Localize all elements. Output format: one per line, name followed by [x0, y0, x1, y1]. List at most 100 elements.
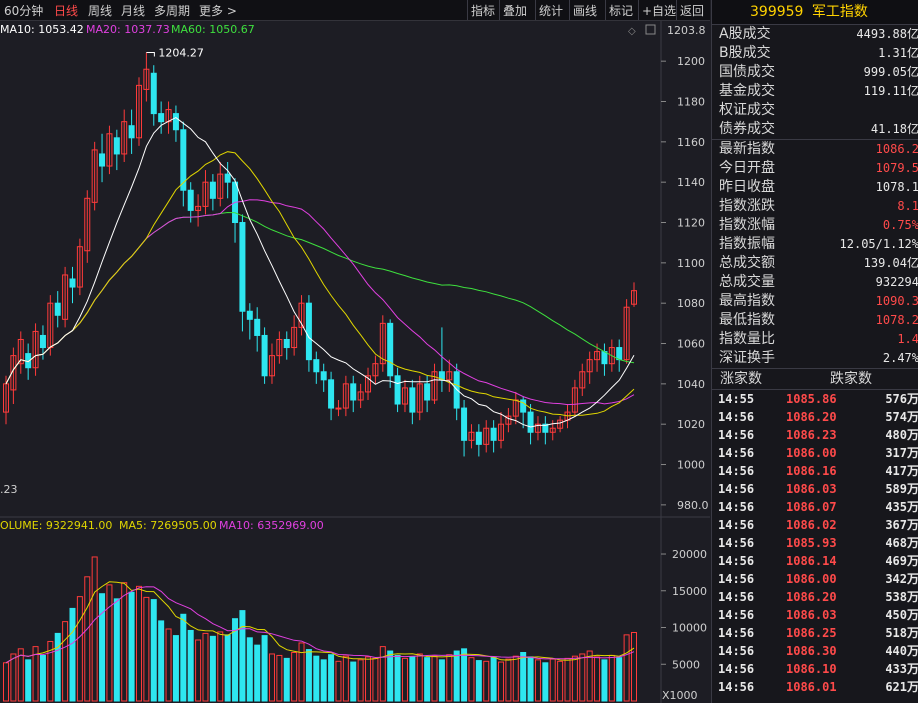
candle-body — [401, 387, 408, 405]
volume-bar — [438, 659, 445, 702]
row-value: 932294 — [875, 275, 918, 289]
toolbar-separator — [535, 0, 536, 20]
candle-body — [106, 133, 113, 167]
period-tab-3[interactable]: 月线 — [121, 4, 146, 18]
tick-price: 1086.23 — [786, 428, 837, 442]
tick-row[interactable]: 14:56 1086.20 538万 — [712, 588, 918, 606]
tool-button-6[interactable]: 返回 — [680, 4, 705, 18]
tick-volume: 342万 — [885, 572, 918, 586]
chart-background — [0, 21, 710, 703]
tick-row[interactable]: 14:56 1086.03 589万 — [712, 480, 918, 498]
volume-bar — [328, 654, 335, 702]
row-value: 1079.5 — [875, 161, 918, 175]
row-label: 总成交量 — [719, 274, 775, 290]
tool-button-3[interactable]: 画线 — [573, 4, 598, 18]
row-value: 119.11亿 — [863, 84, 918, 98]
candle-body — [54, 302, 61, 316]
tick-volume: 538万 — [885, 590, 918, 604]
tick-time: 14:56 — [718, 554, 755, 568]
tick-row[interactable]: 14:56 1086.00 317万 — [712, 444, 918, 462]
period-tab-4[interactable]: 多周期 — [154, 4, 191, 18]
tick-price: 1086.00 — [786, 446, 837, 460]
tick-time: 14:55 — [718, 392, 755, 406]
row-label: B股成交 — [719, 45, 771, 61]
volume-bar — [91, 556, 98, 702]
tick-row[interactable]: 14:56 1086.07 435万 — [712, 498, 918, 516]
kline-chart[interactable]: 980.0 1000 1020 1040 1060 1080 1100 1120 1140 116… — [0, 21, 710, 703]
candle-body — [209, 181, 216, 199]
tick-row[interactable]: 14:56 1086.03 450万 — [712, 606, 918, 624]
row-label: 权证成交 — [719, 102, 775, 118]
volume-bar — [239, 610, 246, 702]
candle-body — [608, 347, 615, 365]
quote-row: 今日开盘 1079.5 — [712, 159, 918, 178]
tick-row[interactable]: 14:56 1086.10 433万 — [712, 660, 918, 678]
volume-bar — [39, 654, 46, 702]
tick-volume: 576万 — [885, 392, 918, 406]
volume-unit-label: X1000 — [662, 689, 698, 702]
tick-row[interactable]: 14:56 1086.16 417万 — [712, 462, 918, 480]
candle-body — [91, 149, 98, 203]
tick-row[interactable]: 14:56 1086.20 574万 — [712, 408, 918, 426]
tick-price: 1086.03 — [786, 608, 837, 622]
tick-row[interactable]: 14:56 1086.30 440万 — [712, 642, 918, 660]
volume-bar — [320, 659, 327, 702]
quote-row: 指数涨跌 8.1 — [712, 197, 918, 216]
price-tick-label: 1080 — [677, 297, 705, 310]
tick-row[interactable]: 14:56 1086.14 469万 — [712, 552, 918, 570]
volume-tick-label: 5000 — [672, 658, 700, 671]
row-label: 最高指数 — [719, 293, 775, 309]
tool-button-4[interactable]: 标记 — [609, 4, 634, 18]
candle-body — [461, 407, 468, 441]
volume-bar — [172, 635, 179, 702]
tick-price: 1086.02 — [786, 518, 837, 532]
volume-bar — [180, 613, 187, 702]
row-label: 指数涨幅 — [719, 217, 775, 233]
volume-bar — [195, 639, 202, 702]
row-label: 国债成交 — [719, 64, 775, 80]
candle-body — [10, 355, 17, 391]
volume-bar — [143, 596, 150, 702]
tick-row[interactable]: 14:56 1085.93 468万 — [712, 534, 918, 552]
tick-row[interactable]: 14:55 1085.86 576万 — [712, 390, 918, 408]
market-volume-row: 国债成交 999.05亿 — [712, 63, 918, 82]
candle-body — [180, 129, 187, 191]
period-tab-2[interactable]: 周线 — [88, 4, 113, 18]
tick-time: 14:56 — [718, 608, 755, 622]
tool-button-0[interactable]: 指标 — [471, 4, 496, 18]
row-label: 最低指数 — [719, 312, 775, 328]
tick-row[interactable]: 14:56 1086.02 367万 — [712, 516, 918, 534]
volume-bar — [579, 653, 586, 702]
period-tab-1[interactable]: 日线 — [54, 4, 79, 18]
tool-button-1[interactable]: 叠加 — [503, 4, 528, 18]
volume-bar — [54, 632, 61, 702]
tool-button-5[interactable]: +自选 — [642, 4, 677, 18]
tick-volume: 469万 — [885, 554, 918, 568]
ma10-legend: MA10: 1053.42 — [0, 23, 84, 36]
candle-body — [69, 278, 76, 288]
tick-price: 1086.07 — [786, 500, 837, 514]
price-tick-label: 1120 — [677, 217, 705, 230]
candle-body — [202, 181, 209, 207]
chart-toolbar: 60分钟 日线 周线 月线 多周期 更多 > 指标 叠加 统计 画线 标记 +自选 返回 — [0, 0, 710, 21]
toolbar-separator — [569, 0, 570, 20]
tick-row[interactable]: 14:56 1086.00 342万 — [712, 570, 918, 588]
candle-body — [424, 383, 431, 401]
candle-body — [121, 121, 128, 155]
period-tab-0[interactable]: 60分钟 — [4, 4, 44, 18]
candle-body — [483, 427, 490, 445]
period-tab-5[interactable]: 更多 > — [199, 4, 237, 18]
tick-row[interactable]: 14:56 1086.01 621万 — [712, 678, 918, 696]
tick-list[interactable]: 14:55 1085.86 576万 14:56 1086.20 574万 14:56 108… — [712, 390, 918, 696]
candle-body — [365, 375, 372, 393]
candle-body — [387, 322, 394, 377]
candle-body — [335, 407, 342, 410]
volume-ma5-legend: MA5: 7269505.00 — [119, 519, 217, 532]
candle-body — [150, 72, 157, 115]
row-label: 总成交额 — [719, 255, 775, 271]
tick-row[interactable]: 14:56 1086.25 518万 — [712, 624, 918, 642]
volume-bar — [505, 658, 512, 702]
volume-bar — [379, 646, 386, 702]
tool-button-2[interactable]: 统计 — [539, 4, 564, 18]
tick-row[interactable]: 14:56 1086.23 480万 — [712, 426, 918, 444]
